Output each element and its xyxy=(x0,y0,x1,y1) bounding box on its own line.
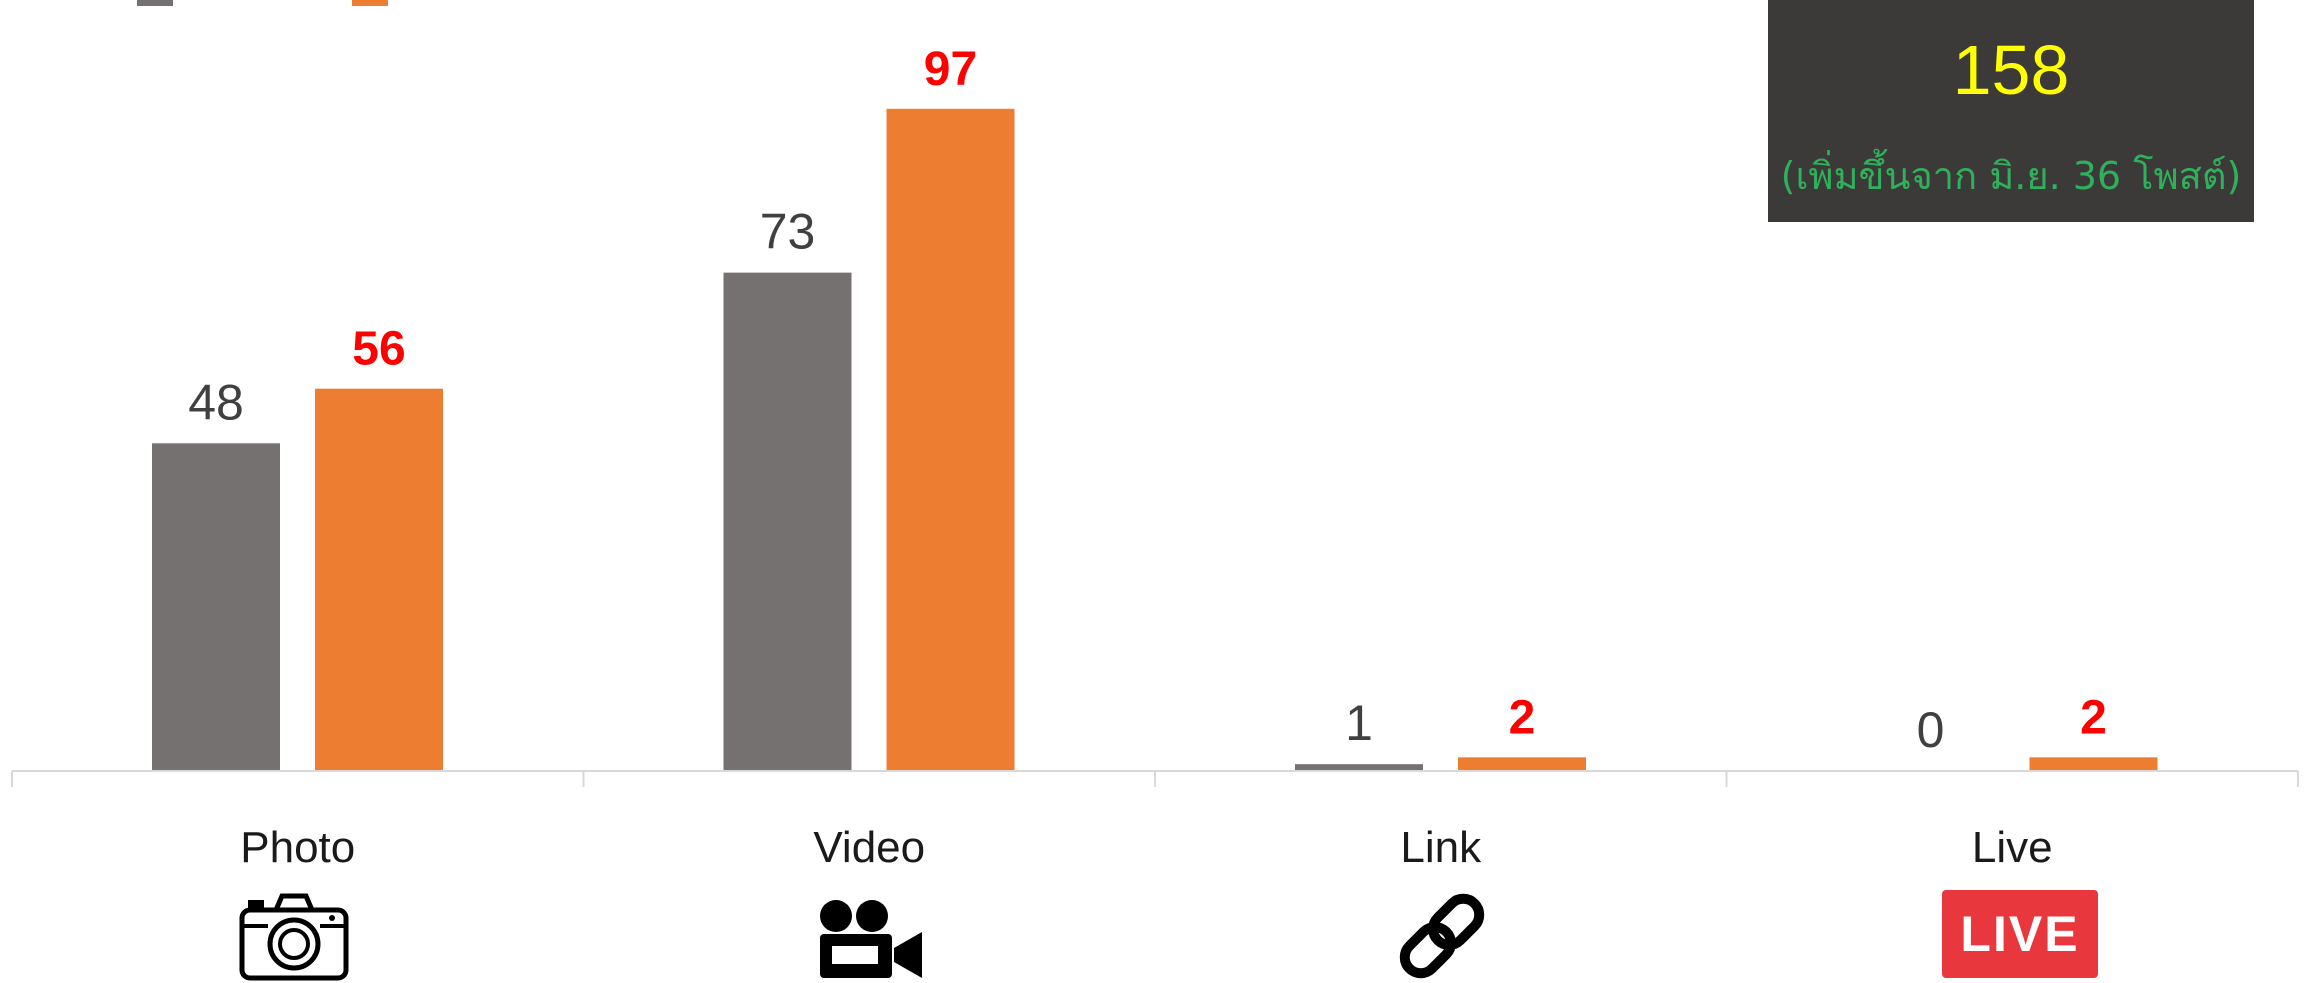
bar-live-current xyxy=(2029,757,2158,771)
category-label-video: Video xyxy=(813,823,925,872)
bar-photo-current xyxy=(315,388,443,771)
link-icon xyxy=(1399,893,1485,979)
bars-layer xyxy=(152,108,2158,772)
value-label-live-current: 2 xyxy=(2080,691,2107,744)
bar-link-current xyxy=(1458,757,1586,771)
value-label-video-previous: 73 xyxy=(760,204,816,260)
legend xyxy=(137,0,388,6)
value-label-photo-previous: 48 xyxy=(188,374,244,430)
bar-link-previous xyxy=(1295,764,1423,771)
value-label-live-previous: 0 xyxy=(1917,702,1945,758)
category-label-live: Live xyxy=(1972,823,2053,872)
bar-video-previous xyxy=(723,272,852,771)
video-camera-icon xyxy=(820,900,922,978)
value-label-link-previous: 1 xyxy=(1345,695,1373,751)
category-label-photo: Photo xyxy=(240,823,355,872)
camera-icon xyxy=(239,893,349,981)
x-axis xyxy=(11,770,2299,787)
value-label-photo-current: 56 xyxy=(352,323,405,376)
value-label-video-current: 97 xyxy=(924,43,977,96)
value-labels-layer: 48 56 73 97 1 2 0 2 xyxy=(188,43,2107,758)
summary-box: 158 (เพิ่มขึ้นจาก มิ.ย. 36 โพสต์) xyxy=(1768,0,2254,222)
summary-total: 158 xyxy=(1952,31,2070,109)
bar-photo-previous xyxy=(152,443,280,771)
bar-video-current xyxy=(886,108,1015,772)
summary-note: (เพิ่มขึ้นจาก มิ.ย. 36 โพสต์) xyxy=(1780,154,2242,198)
category-labels-layer: Photo Video Link Live xyxy=(240,823,2052,872)
value-label-link-current: 2 xyxy=(1509,691,1536,744)
category-label-link: Link xyxy=(1400,823,1482,872)
legend-swatch-previous xyxy=(137,0,173,6)
legend-swatch-current xyxy=(352,0,388,6)
live-icon: LIVE xyxy=(1942,890,2098,978)
